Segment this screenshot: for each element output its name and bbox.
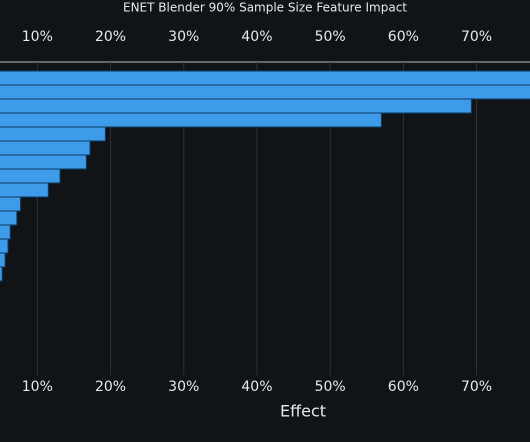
x-axis-label: Effect bbox=[280, 402, 326, 421]
x-tick-label-bottom: 20% bbox=[95, 379, 126, 395]
bar bbox=[0, 98, 472, 114]
bar bbox=[0, 266, 3, 282]
bar bbox=[0, 112, 382, 128]
x-tick-label-bottom: 60% bbox=[388, 379, 419, 395]
x-tick-label-top: 10% bbox=[22, 29, 53, 45]
bar bbox=[0, 70, 530, 86]
bar bbox=[0, 140, 91, 156]
bar bbox=[0, 210, 18, 226]
x-tick-label-bottom: 40% bbox=[241, 379, 272, 395]
bar bbox=[0, 196, 21, 212]
x-tick-label-bottom: 70% bbox=[461, 379, 492, 395]
chart-title: ENET Blender 90% Sample Size Feature Imp… bbox=[123, 1, 407, 15]
x-tick-label-top: 40% bbox=[241, 29, 272, 45]
x-tick-label-top: 50% bbox=[315, 29, 346, 45]
x-tick-label-bottom: 50% bbox=[315, 379, 346, 395]
x-tick-label-top: 30% bbox=[168, 29, 199, 45]
x-tick-label-bottom: 10% bbox=[22, 379, 53, 395]
bar bbox=[0, 182, 49, 198]
x-tick-label-top: 20% bbox=[95, 29, 126, 45]
bar bbox=[0, 238, 9, 254]
bar bbox=[0, 168, 61, 184]
x-tick-label-top: 60% bbox=[388, 29, 419, 45]
bar bbox=[0, 126, 106, 142]
x-tick-label-top: 70% bbox=[461, 29, 492, 45]
bar bbox=[0, 84, 530, 100]
bar bbox=[0, 224, 11, 240]
bar bbox=[0, 252, 6, 268]
bar bbox=[0, 154, 87, 170]
x-tick-label-bottom: 30% bbox=[168, 379, 199, 395]
